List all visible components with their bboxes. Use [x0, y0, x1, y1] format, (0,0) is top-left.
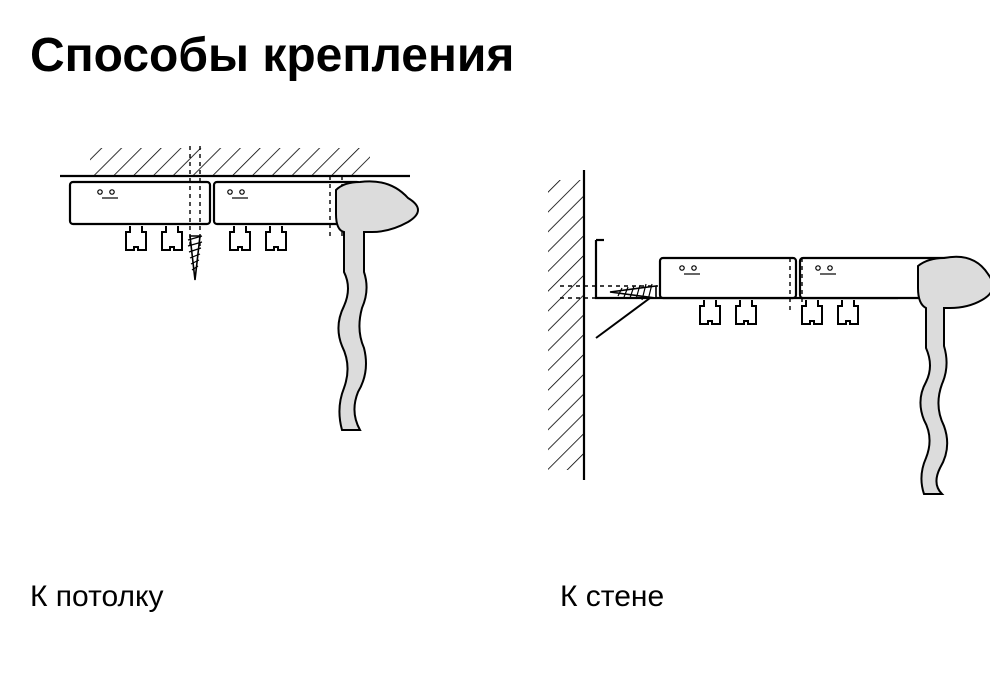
- wall-hatch: [548, 180, 584, 470]
- molding-icon: [336, 181, 418, 430]
- rail-body: [70, 182, 360, 224]
- caption-wall: К стене: [560, 580, 664, 614]
- diagram-ceiling-mount: [30, 140, 460, 480]
- page-title: Способы крепления: [30, 28, 514, 83]
- curtain-tracks: [126, 226, 286, 250]
- rail-body: [660, 258, 960, 298]
- ceiling-hatch: [90, 148, 370, 176]
- curtain-tracks: [700, 300, 858, 324]
- molding-icon: [918, 257, 990, 494]
- page: Способы крепления: [0, 0, 1000, 693]
- diagram-wall-mount: [530, 170, 990, 530]
- ceiling-mount-svg: [30, 140, 460, 480]
- caption-ceiling: К потолку: [30, 580, 163, 614]
- wall-mount-svg: [530, 170, 990, 530]
- screw-icon: [188, 236, 202, 280]
